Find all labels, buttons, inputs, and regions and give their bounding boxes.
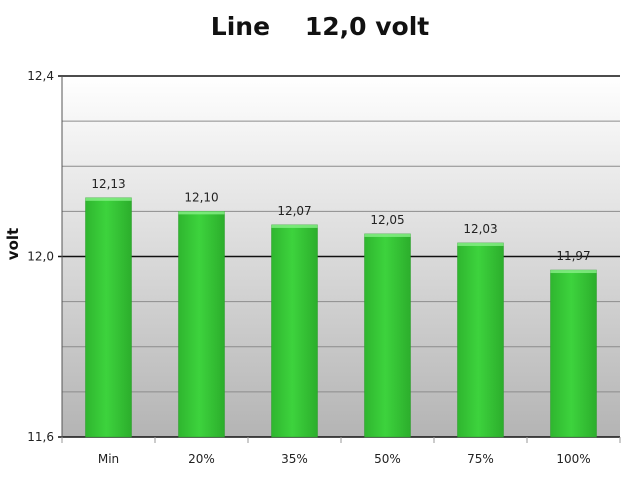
data-label: 12,13	[91, 177, 125, 191]
x-tick-label: 20%	[188, 452, 215, 466]
x-tick-label: 75%	[467, 452, 494, 466]
data-label: 12,10	[184, 190, 218, 204]
data-label: 12,05	[370, 213, 404, 227]
y-tick-label: 12,0	[27, 250, 54, 264]
bar-1	[178, 211, 225, 438]
x-tick-label: 35%	[281, 452, 308, 466]
bar-highlight-4	[457, 242, 504, 246]
bar-highlight-2	[271, 224, 318, 228]
chart-title: Line 12,0 volt	[210, 12, 430, 41]
bar-3	[364, 233, 411, 438]
bar-2	[271, 224, 318, 438]
bar-0	[85, 197, 132, 438]
data-label: 12,03	[463, 222, 497, 236]
bar-highlight-3	[364, 233, 411, 237]
y-tick-label: 11,6	[27, 430, 54, 444]
x-tick-label: Min	[98, 452, 119, 466]
data-label: 11,97	[556, 249, 590, 263]
bar-highlight-1	[178, 211, 225, 215]
x-tick-label: 100%	[556, 452, 590, 466]
bar-5	[550, 269, 597, 438]
bar-4	[457, 242, 504, 438]
y-tick-label: 12,4	[27, 69, 54, 83]
bar-highlight-5	[550, 270, 597, 274]
data-label: 12,07	[277, 204, 311, 218]
x-tick-label: 50%	[374, 452, 401, 466]
bar-highlight-0	[85, 197, 132, 201]
